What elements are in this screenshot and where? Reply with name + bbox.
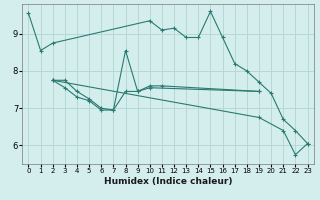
X-axis label: Humidex (Indice chaleur): Humidex (Indice chaleur) xyxy=(104,177,232,186)
